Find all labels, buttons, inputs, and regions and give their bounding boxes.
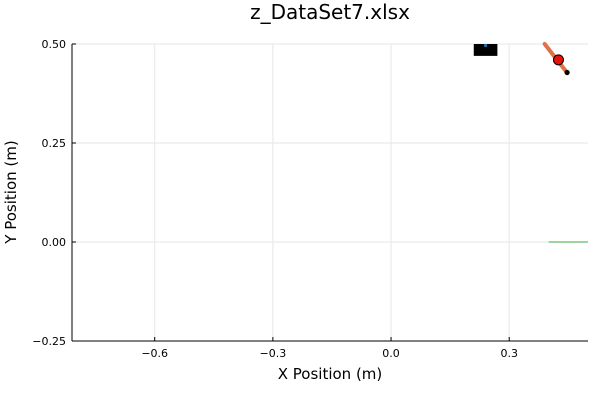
y-tick-label: −0.25 (32, 335, 66, 348)
y-tick-label: 0.25 (42, 137, 67, 150)
block-rect (473, 44, 498, 56)
axis-layer: −0.6 −0.3 0.0 0.3 −0.25 0.00 0.25 0.50 (32, 38, 588, 360)
x-tick-label: 0.0 (382, 347, 400, 360)
x-axis-label: X Position (m) (278, 365, 383, 383)
x-tick-label: −0.3 (260, 347, 287, 360)
y-tick-label: 0.50 (42, 38, 67, 51)
block-marker (483, 43, 488, 48)
x-tick-label: −0.6 (141, 347, 168, 360)
x-tick-label: 0.3 (500, 347, 518, 360)
grid-layer (72, 43, 588, 342)
y-tick-label: 0.00 (42, 236, 67, 249)
endpoint-point (564, 69, 570, 76)
joint-point (552, 54, 564, 66)
data-layer (473, 42, 588, 243)
chart-title: z_DataSet7.xlsx (250, 0, 410, 24)
y-axis-label: Y Position (m) (2, 140, 20, 244)
